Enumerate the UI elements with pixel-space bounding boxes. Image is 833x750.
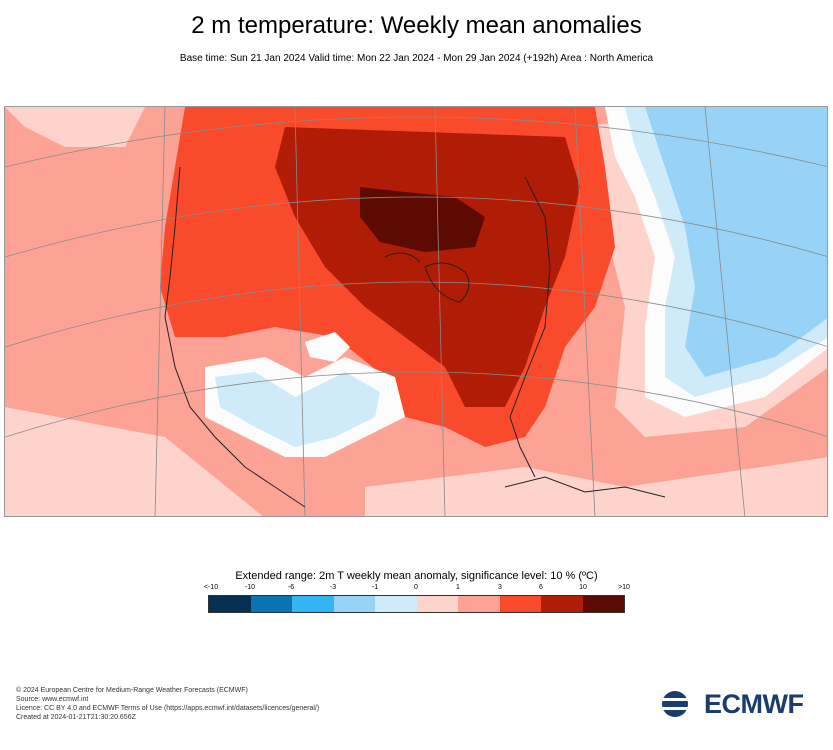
chart-title: 2 m temperature: Weekly mean anomalies [191, 12, 642, 39]
licence-text: Licence: CC BY 4.0 and ECMWF Terms of Us… [16, 705, 320, 712]
anomaly-area-0-1 [365, 457, 827, 516]
map-canvas [5, 107, 827, 516]
legend-tick: 1 [456, 584, 460, 591]
legend-swatch [333, 596, 375, 612]
legend-swatch [292, 596, 334, 612]
anomaly-area-gt-10 [360, 187, 485, 252]
chart-subtitle: Base time: Sun 21 Jan 2024 Valid time: M… [179, 53, 654, 64]
legend-swatch [541, 596, 583, 612]
anomaly-area-0-1 [5, 407, 263, 516]
legend-swatch [499, 596, 541, 612]
legend-ticks: <-10 -10 -6 -3 -1 0 1 3 6 10 >10 [0, 584, 833, 594]
legend-tick: -3 [329, 584, 337, 591]
legend-title: Extended range: 2m T weekly mean anomaly… [235, 570, 598, 582]
legend-tick: -6 [287, 584, 295, 591]
legend-swatch [582, 596, 624, 612]
coastlines [164, 166, 666, 508]
legend-tick: >10 [618, 584, 630, 591]
anomaly-area-6-10 [275, 127, 580, 407]
anomaly-area-neg-1-0 [215, 372, 380, 447]
anomaly-area-white [305, 332, 350, 362]
legend-tick: <-10 [203, 584, 219, 591]
legend-swatch [458, 596, 500, 612]
graticule [5, 107, 827, 516]
legend-tick: -10 [244, 584, 256, 591]
anomaly-area-0-1 [5, 107, 145, 147]
created-text: Created at 2024-01-21T21:30:20.656Z [16, 714, 136, 721]
legend-tick: 3 [498, 584, 502, 591]
legend-tick: 0 [414, 584, 418, 591]
legend-swatch [250, 596, 292, 612]
anomaly-map[interactable] [4, 106, 828, 517]
legend-swatch [375, 596, 417, 612]
legend-colorbar [208, 595, 625, 613]
legend-swatch [416, 596, 458, 612]
legend-tick: 10 [579, 584, 587, 591]
legend-tick: -1 [371, 584, 379, 591]
legend-swatch [209, 596, 251, 612]
anomaly-area-neg-3-1 [645, 107, 827, 377]
footer: © 2024 European Centre for Medium-Range … [16, 686, 319, 722]
legend-tick: 6 [539, 584, 543, 591]
ecmwf-logo: ECMWF [660, 688, 820, 720]
ecmwf-logo-mark-icon [660, 691, 700, 717]
copyright-text: © 2024 European Centre for Medium-Range … [16, 687, 248, 694]
ecmwf-logo-text: ECMWF [704, 688, 804, 719]
source-text: Source: www.ecmwf.int [16, 696, 89, 703]
